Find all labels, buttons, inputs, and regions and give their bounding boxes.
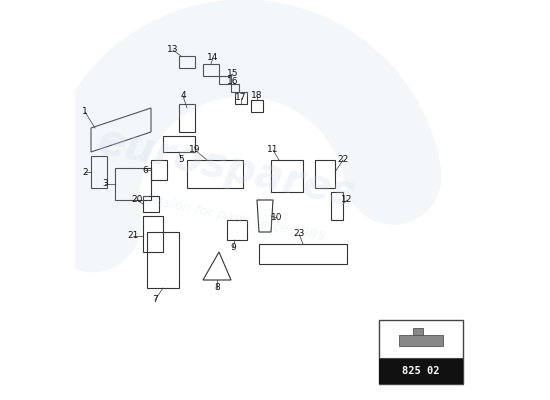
Bar (379, 358, 463, 384)
Text: 18: 18 (251, 92, 263, 100)
Text: 19: 19 (189, 146, 201, 154)
Text: 4: 4 (180, 92, 186, 100)
Text: 13: 13 (167, 46, 179, 54)
Text: a passion for parts since 1985: a passion for parts since 1985 (128, 189, 326, 243)
Bar (399, 335, 443, 346)
Text: 23: 23 (293, 230, 305, 238)
Text: 8: 8 (214, 284, 220, 292)
Text: 9: 9 (230, 244, 236, 252)
Text: 1: 1 (82, 108, 88, 116)
Text: 7: 7 (152, 296, 158, 304)
Text: 21: 21 (127, 232, 139, 240)
Bar (379, 320, 463, 384)
Text: 17: 17 (235, 94, 247, 102)
Text: 12: 12 (342, 196, 353, 204)
Text: 15: 15 (227, 70, 239, 78)
Text: 5: 5 (178, 156, 184, 164)
Text: 825 02: 825 02 (402, 366, 440, 376)
Text: 14: 14 (207, 54, 219, 62)
Text: 20: 20 (131, 196, 142, 204)
Text: 16: 16 (227, 78, 239, 86)
Text: 22: 22 (337, 156, 349, 164)
Text: 3: 3 (102, 180, 108, 188)
Text: 2: 2 (82, 168, 88, 176)
Text: 11: 11 (267, 146, 279, 154)
Bar (413, 328, 423, 335)
Text: 10: 10 (271, 214, 283, 222)
Text: 6: 6 (142, 166, 148, 174)
Text: eurospares: eurospares (94, 120, 360, 216)
